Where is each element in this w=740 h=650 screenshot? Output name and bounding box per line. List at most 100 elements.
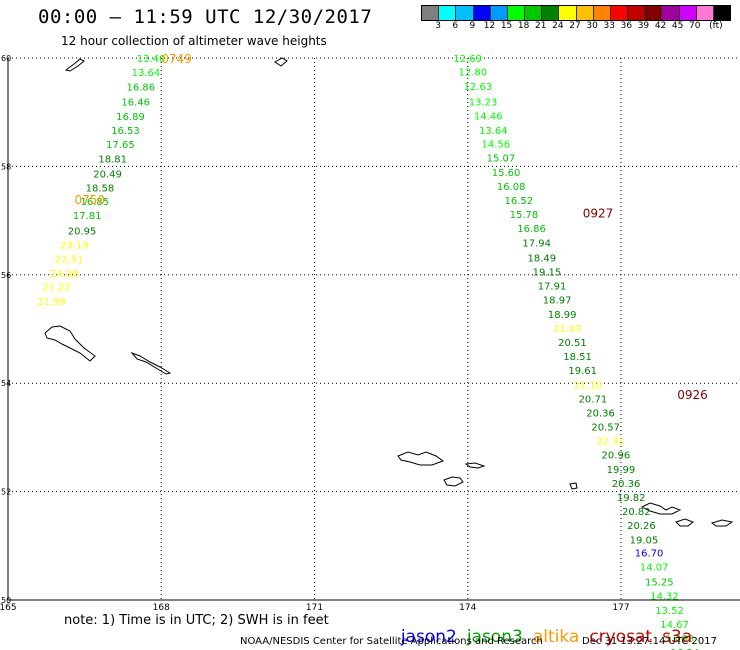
wave-height-value: 16.53 (111, 126, 140, 137)
wave-height-value: 19.82 (617, 493, 646, 504)
color-scale-swatch (696, 6, 714, 20)
land-outlines (44, 57, 734, 527)
wave-height-value: 16.08 (497, 182, 526, 193)
color-scale-swatch (645, 6, 663, 20)
wave-height-value: 16.46 (121, 97, 150, 108)
pass-time-label: 0750 (74, 193, 105, 207)
wave-height-value: 19.05 (630, 535, 659, 546)
wave-height-value: 16.86 (517, 224, 546, 235)
color-scale-swatch (542, 6, 560, 20)
color-scale-swatch (473, 6, 491, 20)
wave-height-value: 13.64 (479, 126, 508, 137)
wave-height-value: 20.95 (68, 226, 97, 237)
wave-height-value: 22.31 (596, 437, 625, 448)
color-scale-labels: 3 6 9 12 15 18 21 24 27 30 33 36 39 42 45 70 (ft) (421, 21, 733, 33)
wave-height-value: 19.15 (533, 268, 562, 279)
color-scale-label: (ft) (709, 21, 723, 31)
wave-height-value: 19.61 (568, 366, 597, 377)
wave-height-value: 15.78 (510, 210, 539, 221)
pass-time-label: 0926 (677, 388, 708, 402)
color-scale-swatch (628, 6, 646, 20)
color-scale-label: 21 (535, 21, 547, 31)
color-scale-swatch (422, 6, 440, 20)
lat-lon-grid (7, 57, 740, 601)
wave-height-value: 17.81 (73, 211, 102, 222)
color-scale-label: 39 (637, 21, 650, 31)
wave-height-value: 16.24 (671, 648, 700, 650)
wave-height-value: 20.71 (579, 394, 608, 405)
color-scale-label: 12 (483, 21, 496, 31)
color-scale-label: 45 (671, 21, 684, 31)
legend-s3a: s3a (662, 627, 693, 647)
wave-height-value: 13.64 (132, 68, 161, 79)
wave-height-value: 18.51 (563, 352, 592, 363)
latitude-tick-label: 56 (1, 271, 11, 280)
wave-height-value: 12.63 (464, 82, 493, 93)
pass-time-label: 0749 (161, 52, 192, 66)
wave-height-value: 14.32 (650, 592, 679, 603)
color-scale-label: 15 (500, 21, 513, 31)
longitude-tick-label: 171 (306, 603, 323, 613)
color-scale-label: 24 (552, 21, 564, 31)
color-scale-label: 9 (469, 21, 476, 31)
color-scale-swatch (507, 6, 526, 20)
wave-height-value: 16.70 (635, 548, 664, 559)
axis-tick-labels: 165 168 171 174 177 60 58 56 54 52 50 (0, 54, 630, 613)
wave-height-value: 16.89 (116, 112, 145, 123)
land-outline-top-left (64, 58, 85, 72)
color-scale-swatch (439, 6, 457, 20)
small-island-2 (443, 476, 464, 487)
wave-height-value: 12.69 (453, 54, 482, 65)
wave-height-value: 20.36 (586, 408, 615, 419)
color-scale-swatch (679, 6, 697, 20)
small-island-4 (640, 502, 682, 515)
small-island-5 (675, 518, 694, 527)
color-scale-label: 42 (654, 21, 667, 31)
wave-height-value: 20.49 (93, 169, 122, 180)
chart-title: 00:00 – 11:59 UTC 12/30/2017 (38, 6, 373, 28)
wave-height-value: 20.51 (558, 338, 587, 349)
color-scale-label: 18 (517, 21, 530, 31)
land-outline-top-right (274, 57, 288, 67)
units-note: note: 1) Time is in UTC; 2) SWH is in fe… (64, 613, 329, 628)
legend-altika: altika (532, 627, 580, 647)
color-scale-label: 36 (620, 21, 633, 31)
wave-height-value: 21.10 (573, 380, 602, 391)
wave-height-value: 17.65 (106, 140, 135, 151)
longitude-tick-label: 177 (612, 603, 629, 613)
color-scale-label: 30 (586, 21, 598, 31)
color-scale-swatch (662, 6, 680, 20)
wave-height-value: 21.03 (553, 324, 582, 335)
wave-height-value: 15.25 (645, 578, 674, 589)
color-scale-label: 6 (452, 21, 459, 31)
wave-height-value: 20.82 (622, 507, 651, 518)
color-scale-label: 27 (569, 21, 581, 31)
kiska-island-outline (130, 351, 172, 375)
wave-height-value: 14.56 (482, 140, 511, 151)
wave-height-color-scale (421, 5, 731, 21)
wave-height-value: 16.85 (81, 197, 110, 208)
wave-height-value: 15.60 (492, 168, 521, 179)
wave-height-value: 20.57 (591, 423, 620, 434)
wave-height-value: 15.07 (487, 154, 516, 165)
color-scale-swatch (576, 6, 594, 20)
color-scale-swatch (593, 6, 611, 20)
wave-height-value: 16.52 (504, 196, 533, 207)
wave-height-value: 18.49 (527, 253, 556, 264)
small-island-6 (710, 519, 734, 527)
wave-height-value: 17.94 (522, 238, 551, 249)
legend-cryosat: cryosat (589, 627, 653, 647)
color-scale-label: 3 (435, 21, 441, 31)
wave-height-value: 19.99 (607, 465, 636, 476)
wave-height-value: 13.93 (665, 634, 694, 645)
wave-height-value: 16.86 (126, 83, 155, 94)
latitude-tick-label: 58 (1, 162, 11, 171)
latitude-tick-label: 60 (1, 54, 11, 63)
color-scale-swatch (713, 6, 731, 20)
generation-timestamp: Dec 31 13:27:14 UTC 2017 (582, 636, 717, 647)
adak-island-outline (397, 451, 445, 466)
wave-height-value: 14.07 (640, 562, 669, 573)
longitude-tick-label: 165 (0, 603, 17, 613)
longitude-tick-label: 168 (153, 603, 170, 613)
